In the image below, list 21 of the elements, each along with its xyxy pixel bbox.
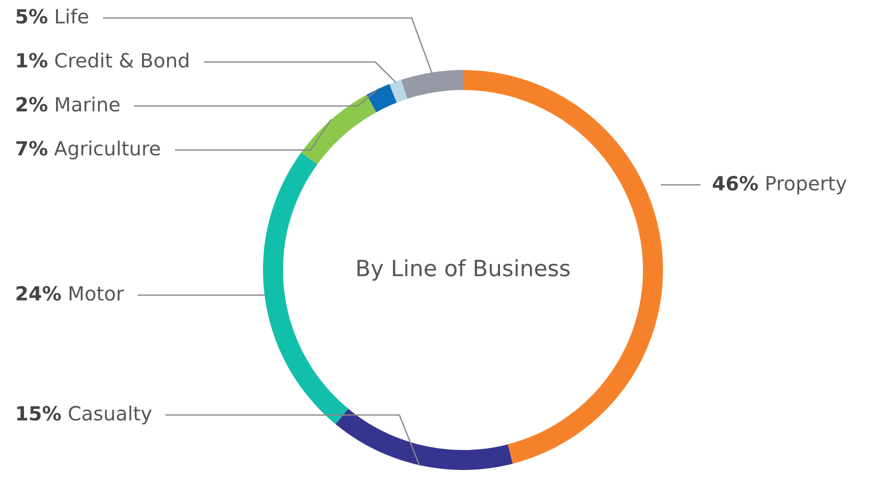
data-label: 2%: [16, 96, 48, 112]
donut-slice: [389, 80, 408, 103]
data-label: 46%: [712, 176, 758, 191]
data-label: 24%: [16, 286, 61, 301]
slice-label: Property: [766, 176, 846, 194]
donut-slice: [366, 84, 397, 112]
slice-label: Motor: [70, 286, 124, 301]
data-label: 5%: [16, 8, 48, 24]
slice-label: Casualty: [68, 406, 152, 424]
data-label: 7%: [16, 140, 48, 156]
slice-label: Credit & Bond: [55, 52, 188, 68]
data-label: 1%: [17, 52, 48, 68]
donut-slice: [301, 94, 376, 164]
donut-slice: [263, 152, 348, 424]
slice-label: Marine: [56, 96, 120, 112]
text: By Line of Business: [358, 259, 570, 281]
data-label: 15%: [17, 406, 61, 421]
slice-label: Life: [56, 8, 88, 24]
donut-slice: [336, 408, 513, 470]
slice-label: Agriculture: [54, 140, 160, 160]
donut-slice: [401, 70, 463, 99]
